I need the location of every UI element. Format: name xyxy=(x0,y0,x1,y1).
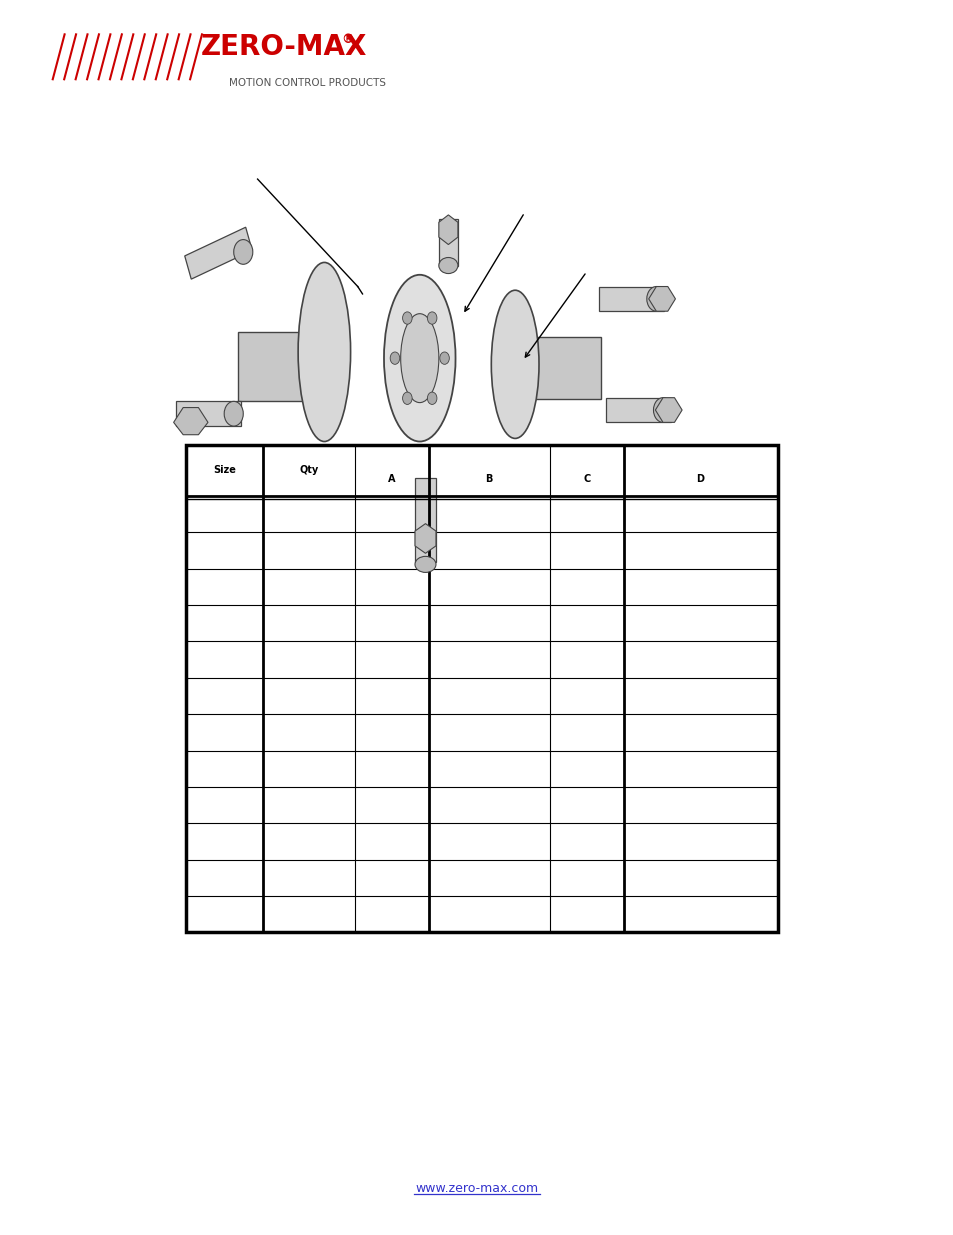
Ellipse shape xyxy=(224,401,243,426)
Polygon shape xyxy=(415,524,436,553)
Polygon shape xyxy=(655,398,681,422)
Bar xyxy=(605,398,670,422)
Text: D: D xyxy=(696,474,704,484)
Bar xyxy=(438,219,457,266)
Ellipse shape xyxy=(427,391,436,404)
Polygon shape xyxy=(438,215,457,245)
Ellipse shape xyxy=(233,240,253,264)
Text: Size: Size xyxy=(213,466,235,475)
Ellipse shape xyxy=(653,398,672,422)
Text: C: C xyxy=(582,474,590,484)
Text: ®: ® xyxy=(341,33,354,47)
Ellipse shape xyxy=(439,352,449,364)
Ellipse shape xyxy=(438,258,457,274)
Ellipse shape xyxy=(297,263,351,442)
Polygon shape xyxy=(173,408,208,435)
Ellipse shape xyxy=(427,312,436,325)
Text: Qty: Qty xyxy=(299,466,318,475)
Text: B: B xyxy=(485,474,493,484)
Ellipse shape xyxy=(491,290,538,438)
Ellipse shape xyxy=(415,557,436,573)
Polygon shape xyxy=(185,227,252,279)
Bar xyxy=(598,287,663,311)
Bar xyxy=(238,332,334,401)
Ellipse shape xyxy=(402,391,412,404)
Bar xyxy=(505,337,600,399)
Ellipse shape xyxy=(390,352,399,364)
Ellipse shape xyxy=(646,287,665,311)
Text: A: A xyxy=(388,474,395,484)
Text: MOTION CONTROL PRODUCTS: MOTION CONTROL PRODUCTS xyxy=(229,78,386,88)
Ellipse shape xyxy=(400,314,438,403)
Ellipse shape xyxy=(383,275,455,442)
Text: www.zero-max.com: www.zero-max.com xyxy=(415,1182,538,1194)
Polygon shape xyxy=(648,287,675,311)
Bar xyxy=(186,445,777,932)
Bar xyxy=(176,401,241,426)
Ellipse shape xyxy=(402,312,412,325)
Text: ZERO-MAX: ZERO-MAX xyxy=(200,33,366,62)
Bar xyxy=(415,478,436,562)
